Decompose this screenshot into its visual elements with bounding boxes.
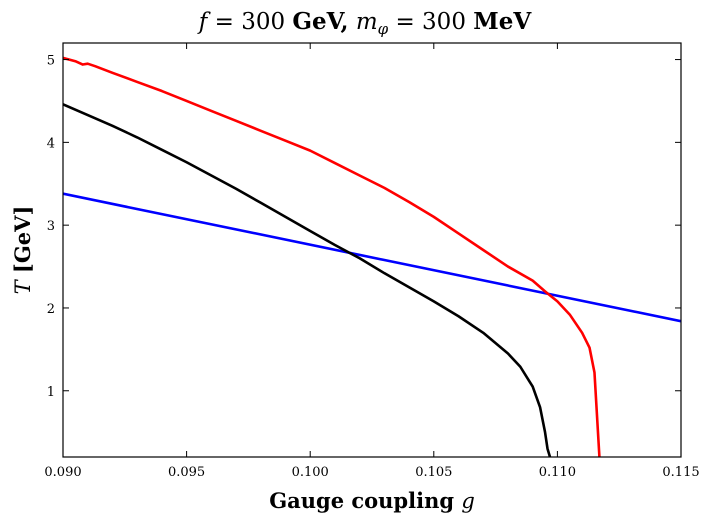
x-tick-label-0: 0.090 [44,465,81,480]
x-axis-label-var: g [461,489,474,513]
y-axis-label: T [GeV] [10,206,35,295]
y-tick-label-3: 4 [47,136,55,151]
x-axis-label: Gauge coupling g [269,488,475,513]
y-tick-label-2: 3 [47,219,55,234]
y-tick-label-0: 1 [47,385,55,400]
x-tick-label-5: 0.115 [662,465,699,480]
x-tick-label-4: 0.110 [539,465,576,480]
title-f-var: f [197,9,211,35]
series-line-0 [63,192,681,323]
y-tick-label-1: 2 [47,302,55,317]
x-tick-label-1: 0.095 [168,465,205,480]
title-m-sub: φ [378,20,389,38]
title-m-unit: MeV [473,8,532,35]
y-axis-label-unit: [GeV] [10,206,35,281]
y-axis-label-var: T [11,278,35,294]
ticks-group: 0.090 0.095 0.100 0.105 0.110 0.115 1 2 3 4 5 [44,43,700,480]
plot-frame [62,42,682,458]
series-line-1 [63,56,601,457]
title-f-eq: = 300 [207,9,292,35]
title-f-unit: GeV, [292,8,348,35]
x-tick-label-2: 0.100 [292,465,329,480]
y-tick-label-4: 5 [47,54,55,69]
chart-title: f = 300 GeV, mφ = 300 MeV [197,8,533,38]
series-group [63,56,681,457]
x-axis-label-text: Gauge coupling [269,488,461,513]
x-tick-label-3: 0.105 [415,465,452,480]
title-m-var: m [356,9,378,35]
title-m-eq: = 300 [388,9,473,35]
series-line-2 [63,103,552,457]
